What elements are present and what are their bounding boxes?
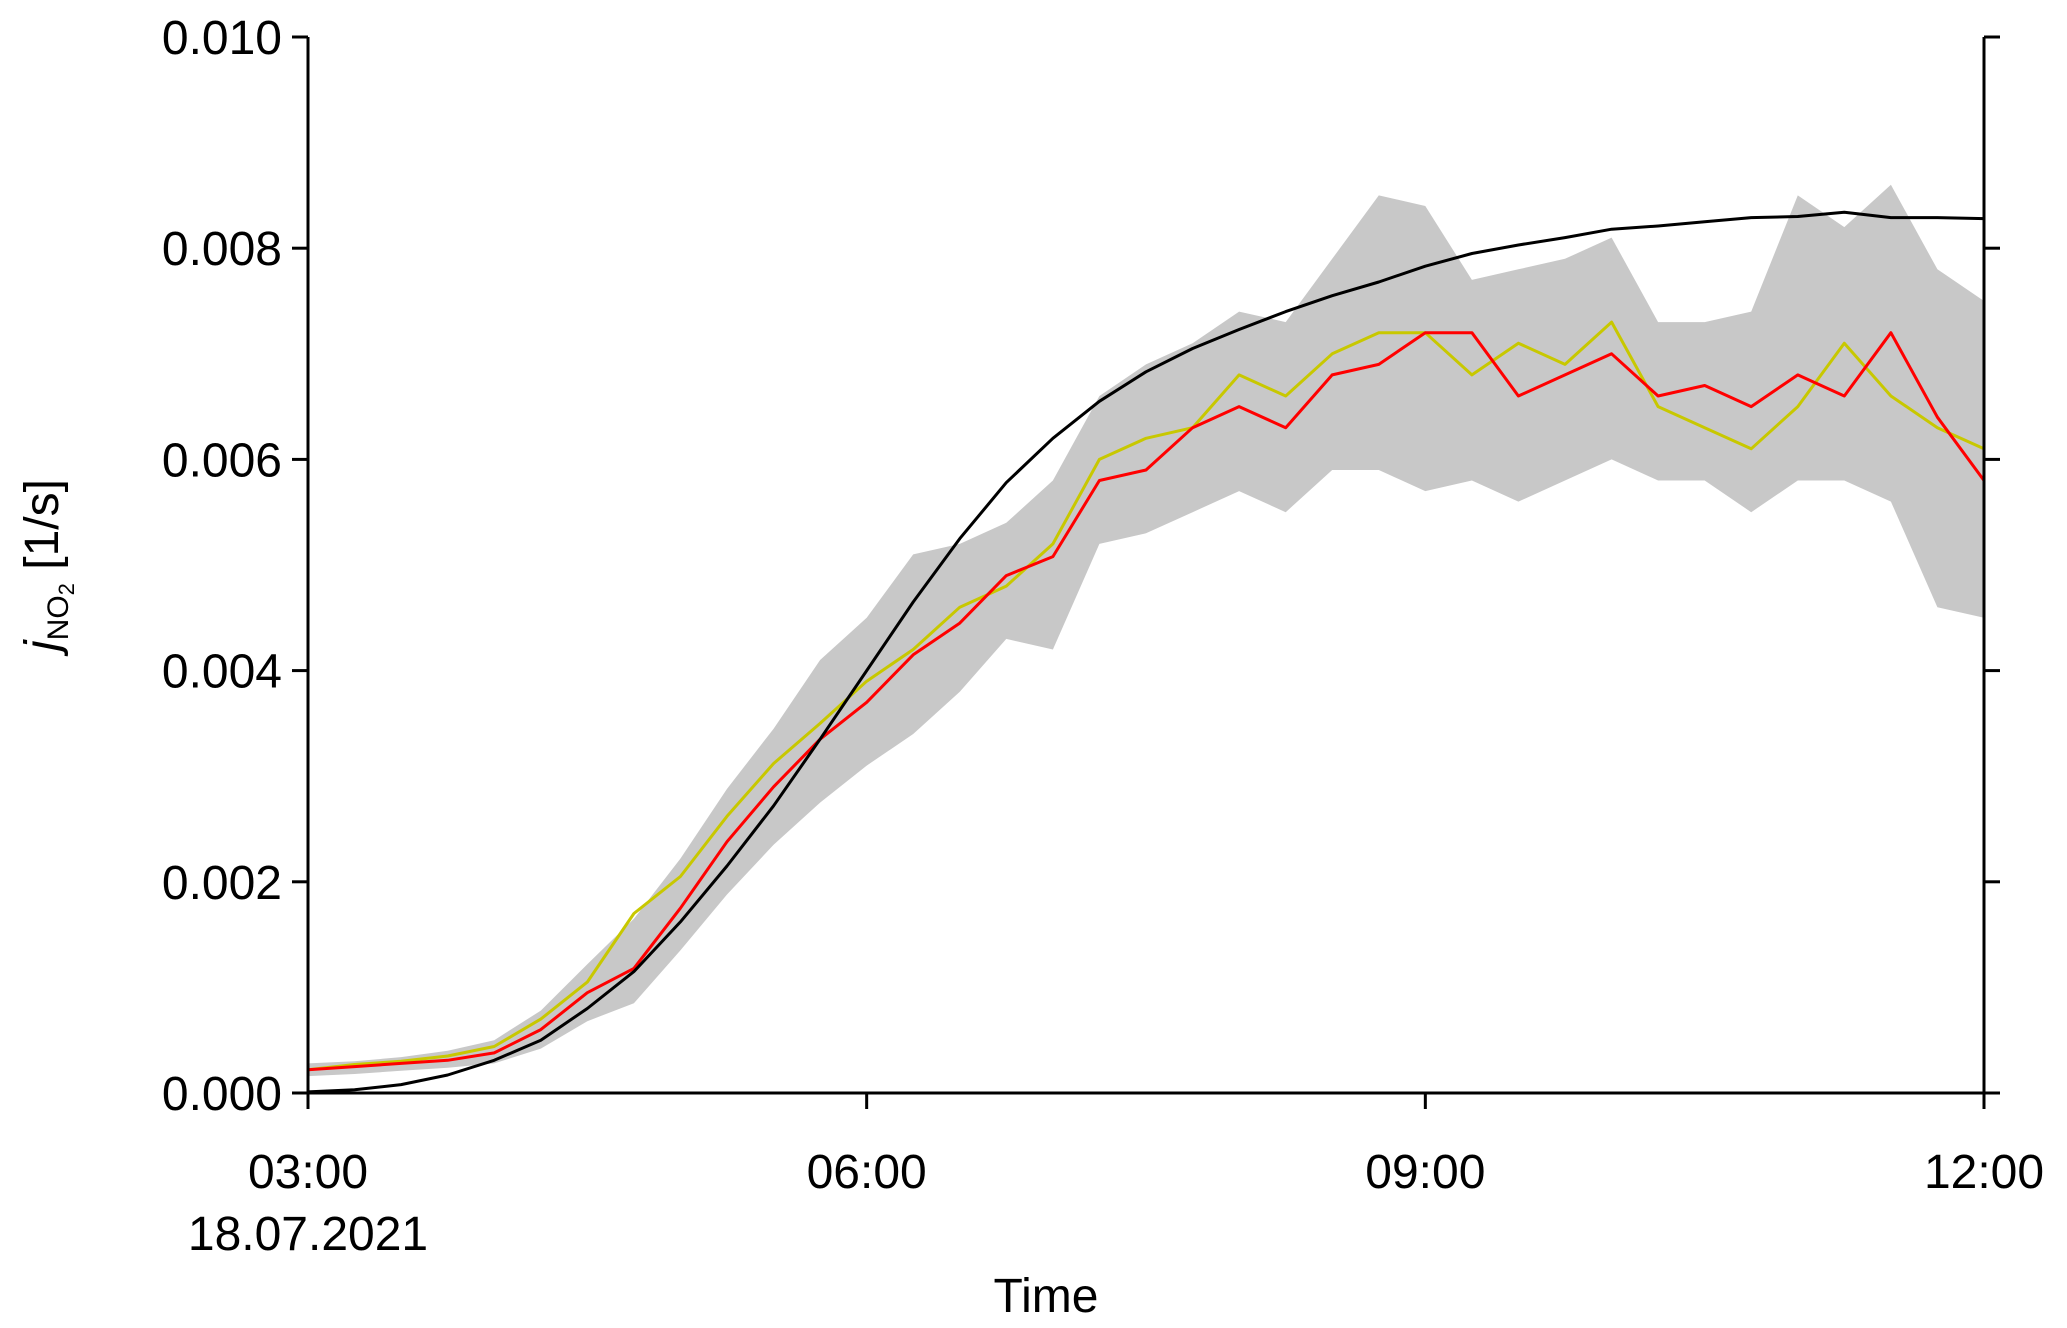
y-axis-title-sub: NO (42, 595, 75, 640)
y-tick-label: 0.002 (162, 857, 282, 910)
series-line-2 (307, 320, 1985, 1072)
axes-layer (306, 37, 1986, 1095)
x-tick-label: 12:00 (1924, 1146, 2044, 1199)
x-tick-label: 03:00 (248, 1146, 368, 1199)
series-line-1 (307, 331, 1986, 1072)
x-tick-label: 09:00 (1365, 1146, 1485, 1199)
y-tick-label: 0.004 (162, 646, 282, 699)
band-layer (308, 184, 1984, 1077)
series-layer (307, 210, 1986, 1094)
ticks-layer: 0.000 0.002 0.004 0.006 0.008 0.010 03:00 06:00… (162, 12, 2044, 1199)
x-tick-label: 06:00 (807, 1146, 927, 1199)
y-axis-title-sub2: 2 (54, 583, 79, 595)
series-band-0 (308, 184, 1984, 1077)
y-axis-title-unit: [1/s] (16, 479, 69, 583)
x-date-label: 18.07.2021 (188, 1208, 428, 1261)
x-axis-title: Time (994, 1270, 1099, 1323)
y-tick-label: 0.006 (162, 434, 282, 487)
y-tick-label: 0.000 (162, 1068, 282, 1121)
y-axis-title-base: j (16, 639, 69, 657)
y-axis-title: jNO2 [1/s] (16, 479, 79, 657)
y-tick-label: 0.010 (162, 12, 282, 65)
series-line-0 (307, 210, 1985, 1094)
y-tick-label: 0.008 (162, 223, 282, 276)
